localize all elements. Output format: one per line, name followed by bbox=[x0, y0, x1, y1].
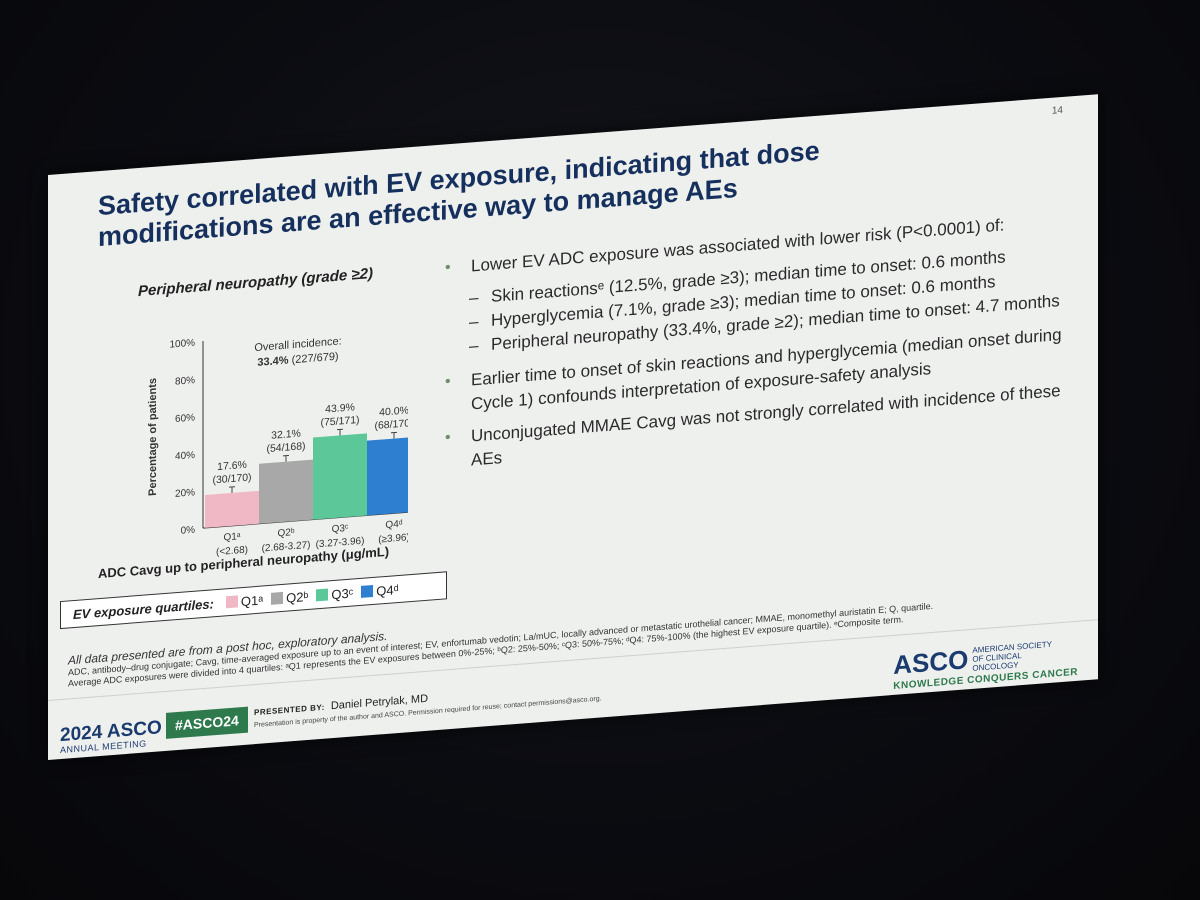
bar-chart: Percentage of patients 0% 20% 40% 60% 80% 100%… bbox=[147, 335, 408, 558]
legend-item-q3: Q3ᶜ bbox=[316, 585, 353, 603]
x-tick-range: (2.68-3.27) bbox=[262, 540, 311, 555]
legend: EV exposure quartiles: Q1ᵃ Q2ᵇ Q3ᶜ Q4ᵈ bbox=[60, 571, 447, 630]
legend-label-q4: Q4ᵈ bbox=[376, 581, 399, 599]
bar-value-label: 40.0% bbox=[379, 404, 408, 418]
x-tick-label: Q4ᵈ bbox=[385, 519, 402, 531]
legend-item-q4: Q4ᵈ bbox=[361, 581, 399, 600]
bar-count-label: (30/170) bbox=[212, 471, 251, 486]
bar-count-label: (68/170) bbox=[374, 417, 408, 432]
y-tick-label: 60% bbox=[175, 412, 195, 425]
legend-swatch-q2 bbox=[271, 591, 284, 605]
bar-4 bbox=[367, 436, 408, 516]
x-tick-range: (≥3.96) bbox=[378, 532, 408, 545]
legend-title: EV exposure quartiles: bbox=[73, 595, 214, 622]
bar-value-label: 32.1% bbox=[271, 428, 301, 442]
legend-item-q2: Q2ᵇ bbox=[271, 588, 308, 606]
bar-count-label: (54/168) bbox=[266, 440, 305, 455]
presented-by-label: PRESENTED BY: bbox=[254, 702, 325, 718]
bar-value-label: 17.6% bbox=[217, 459, 247, 473]
y-tick-label: 40% bbox=[175, 450, 195, 463]
legend-label-q2: Q2ᵇ bbox=[286, 588, 309, 606]
presentation-slide: 14 Safety correlated with EV exposure, i… bbox=[48, 94, 1098, 760]
hashtag-badge: #ASCO24 bbox=[166, 706, 248, 739]
bar-3 bbox=[313, 433, 367, 520]
x-tick-range: (<2.68) bbox=[216, 545, 248, 558]
bullet-list: Lower EV ADC exposure was associated wit… bbox=[443, 209, 1063, 483]
y-tick-label: 100% bbox=[169, 338, 195, 351]
bar-2 bbox=[259, 459, 313, 524]
legend-label-q1: Q1ᵃ bbox=[240, 591, 264, 609]
y-tick-label: 20% bbox=[175, 487, 195, 500]
legend-swatch-q1 bbox=[225, 595, 238, 609]
legend-swatch-q4 bbox=[361, 584, 374, 598]
legend-label-q3: Q3ᶜ bbox=[331, 585, 354, 602]
asco-org-name: AMERICAN SOCIETY OF CLINICAL ONCOLOGY bbox=[972, 639, 1052, 673]
y-axis-title: Percentage of patients bbox=[147, 378, 159, 497]
x-tick-label: Q2ᵇ bbox=[277, 527, 294, 539]
bar-value-label: 43.9% bbox=[325, 401, 355, 415]
x-tick-label: Q3ᶜ bbox=[332, 523, 349, 535]
y-tick-label: 80% bbox=[175, 375, 195, 388]
chart-annotation-value: 33.4% (227/679) bbox=[257, 351, 338, 369]
y-tick-label: 0% bbox=[181, 525, 196, 537]
x-tick-label: Q1ᵃ bbox=[223, 531, 240, 543]
bar-count-label: (75/171) bbox=[320, 414, 359, 429]
legend-swatch-q3 bbox=[316, 588, 329, 602]
legend-item-q1: Q1ᵃ bbox=[225, 591, 264, 610]
bar-1 bbox=[205, 490, 259, 528]
x-tick-range: (3.27-3.96) bbox=[316, 536, 365, 551]
slide-page-number: 14 bbox=[1051, 104, 1063, 117]
meeting-logo: 2024 ASCO ANNUAL MEETING bbox=[60, 717, 162, 755]
